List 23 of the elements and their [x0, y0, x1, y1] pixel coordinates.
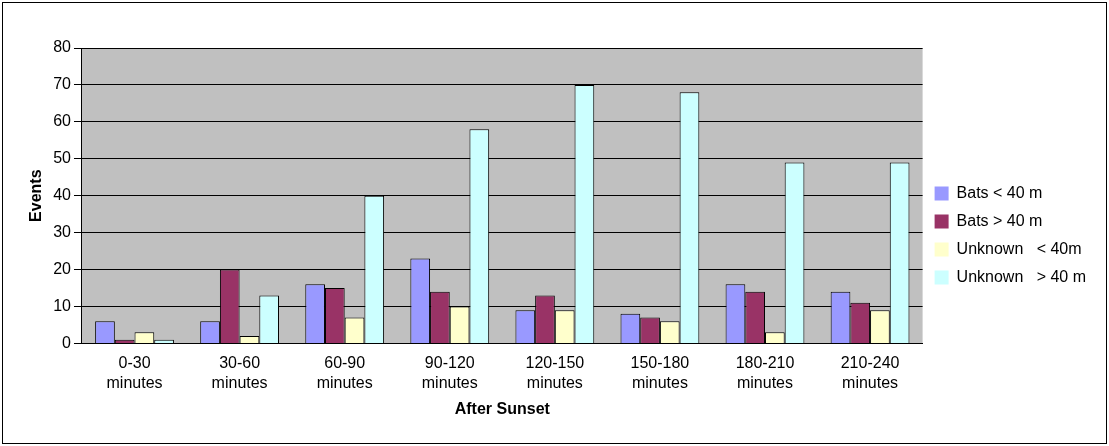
y-axis-title: Events — [27, 169, 45, 222]
y-tick-label: 10 — [53, 296, 72, 314]
y-tick-label: 60 — [53, 112, 72, 130]
legend-label: Unknown > 40 m — [956, 267, 1087, 285]
x-tick-label: 150-180 minutes — [630, 354, 690, 391]
y-tick-label: 80 — [53, 38, 72, 56]
y-tick-label: 0 — [62, 333, 72, 351]
x-tick-label: 180-210 minutes — [735, 354, 795, 391]
x-tick-label: 60-90 minutes — [316, 354, 373, 391]
y-tick-label: 40 — [53, 186, 72, 204]
y-tick-label: 20 — [53, 259, 72, 277]
legend-label: Unknown < 40m — [956, 239, 1082, 257]
x-axis-title: After Sunset — [454, 399, 551, 417]
y-tick-label: 70 — [53, 75, 72, 93]
x-tick-label: 30-60 minutes — [211, 354, 268, 391]
y-tick-label: 50 — [53, 149, 72, 167]
legend-label: Bats < 40 m — [956, 183, 1043, 201]
legend-label: Bats > 40 m — [956, 211, 1043, 229]
y-tick-label: 30 — [53, 223, 72, 241]
x-tick-label: 210-240 minutes — [840, 354, 900, 391]
x-tick-label: 120-150 minutes — [525, 354, 585, 391]
x-tick-label: 90-120 minutes — [421, 354, 478, 391]
x-tick-label: 0-30 minutes — [106, 354, 163, 391]
